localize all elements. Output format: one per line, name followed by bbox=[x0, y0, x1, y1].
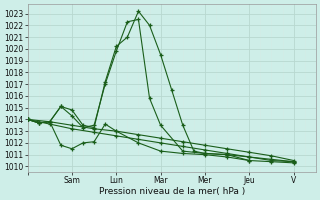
X-axis label: Pression niveau de la mer( hPa ): Pression niveau de la mer( hPa ) bbox=[99, 187, 245, 196]
